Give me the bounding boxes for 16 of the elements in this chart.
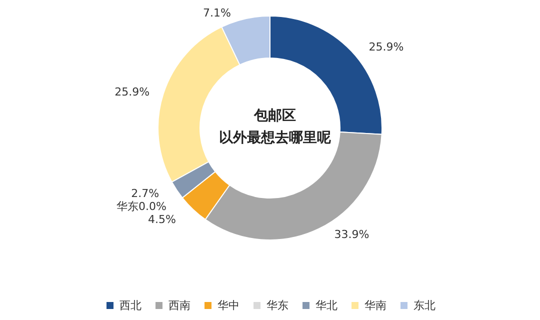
- text: 华东0.0%: [116, 200, 166, 213]
- legend-label: 西北: [120, 299, 142, 312]
- legend-label: 西南: [168, 299, 190, 312]
- data-label: 4.5%: [148, 212, 176, 226]
- data-label: 7.1%: [202, 6, 231, 20]
- data-label: 25.9%: [368, 40, 404, 54]
- legend-label: 华北: [316, 299, 338, 312]
- text: 以外最想去哪里呢: [219, 130, 331, 146]
- legend-label: 华中: [218, 299, 240, 312]
- legend-label: 华南: [364, 299, 386, 312]
- text: 包邮区: [253, 108, 296, 124]
- data-label: 2.7%: [131, 186, 160, 200]
- legend-label: 东北: [414, 299, 436, 312]
- data-label: 25.9%: [114, 85, 150, 98]
- legend-label: 华东: [266, 299, 288, 312]
- data-label: 33.9%: [334, 228, 370, 241]
